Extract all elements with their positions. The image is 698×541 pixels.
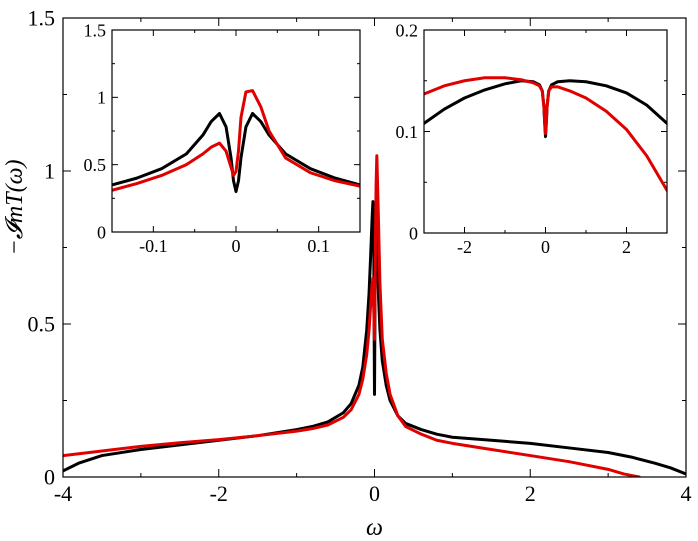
inset-left-background: [112, 30, 360, 232]
inset-right-panel: -2 0 2 0 0.1 0.2: [396, 20, 668, 257]
inset-right-xtick-label: 2: [622, 237, 631, 257]
main-xtick-label: -4: [54, 481, 72, 506]
inset-right-ytick-label: 0: [409, 223, 418, 243]
main-ytick-label: 1.5: [28, 6, 56, 31]
inset-right-ytick-label: 0.2: [396, 20, 419, 40]
inset-left-ytick-label: 1: [97, 88, 106, 108]
inset-left-xtick-label: 0: [232, 236, 241, 256]
main-y-axis-title: −𝓘mT(ω): [2, 159, 28, 255]
main-x-axis-title: ω: [366, 515, 383, 541]
inset-right-ytick-label: 0.1: [396, 122, 419, 142]
main-xtick-label: 0: [369, 481, 380, 506]
inset-right-series-black-line: [424, 79, 667, 139]
inset-left-xtick-label: 0.1: [307, 236, 330, 256]
inset-left-panel: -0.1 0 0.1 0 0.5 1 1.5: [84, 20, 361, 256]
inset-right-series-red-line: [424, 76, 667, 192]
main-series-black-line: [63, 200, 686, 476]
main-xtick-label: 2: [525, 481, 536, 506]
inset-left-ytick-label: 0: [97, 222, 106, 242]
inset-right-xtick-label: 0: [541, 237, 550, 257]
main-ytick-label: 0.5: [28, 312, 56, 337]
main-xtick-label: -2: [210, 481, 228, 506]
inset-left-series-red-line: [112, 89, 360, 192]
main-series-red-line: [63, 154, 641, 477]
main-ytick-label: 1: [44, 159, 55, 184]
inset-left-ytick-label: 1.5: [84, 20, 107, 40]
inset-left-ytick-label: 0.5: [84, 155, 107, 175]
inset-left-xtick-label: -0.1: [139, 236, 168, 256]
main-ytick-label: 0: [44, 465, 55, 490]
inset-right-xtick-label: -2: [457, 237, 472, 257]
main-xtick-label: 4: [681, 481, 692, 506]
